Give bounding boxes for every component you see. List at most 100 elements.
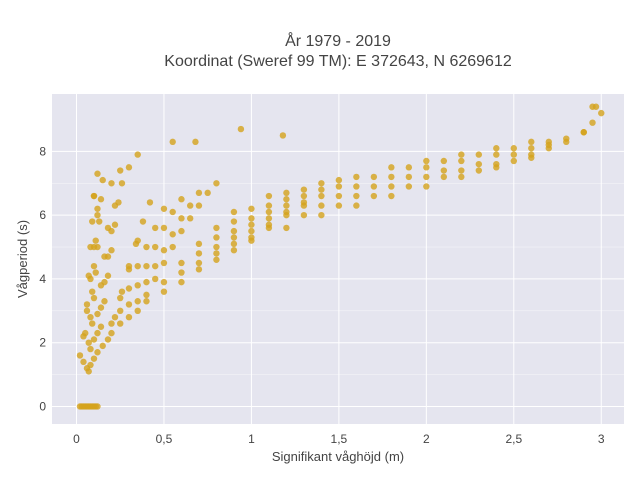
data-point bbox=[195, 189, 203, 197]
data-point bbox=[335, 192, 343, 200]
data-point bbox=[108, 180, 115, 187]
x-tick-label: 0 bbox=[73, 432, 80, 446]
data-point bbox=[388, 164, 395, 171]
x-tick-label: 2,5 bbox=[505, 432, 522, 446]
data-point bbox=[117, 320, 124, 327]
data-point bbox=[160, 247, 168, 254]
data-point bbox=[117, 167, 124, 174]
data-point bbox=[440, 173, 448, 181]
data-point bbox=[178, 269, 185, 276]
data-point bbox=[108, 320, 115, 327]
data-point bbox=[458, 173, 465, 181]
data-point bbox=[237, 125, 245, 133]
data-point bbox=[152, 275, 159, 283]
data-point bbox=[195, 202, 203, 209]
x-axis-title: Signifikant våghöjd (m) bbox=[272, 449, 404, 464]
data-point bbox=[405, 173, 413, 181]
data-point bbox=[440, 167, 448, 174]
data-point bbox=[104, 336, 112, 343]
data-point bbox=[353, 173, 360, 181]
y-axis-title: Vågperiod (s) bbox=[15, 220, 30, 298]
data-point bbox=[230, 240, 238, 248]
data-point bbox=[83, 307, 91, 315]
chart-title-line-1: År 1979 - 2019 bbox=[285, 31, 391, 50]
data-point bbox=[230, 208, 238, 216]
data-point bbox=[265, 224, 273, 232]
data-point bbox=[143, 243, 150, 251]
data-point bbox=[134, 151, 141, 158]
data-point bbox=[115, 199, 122, 206]
data-point bbox=[94, 205, 101, 212]
data-point bbox=[318, 180, 325, 187]
x-tick-label: 0,5 bbox=[156, 432, 173, 446]
data-point bbox=[335, 176, 343, 184]
data-point bbox=[213, 250, 220, 257]
data-points bbox=[76, 103, 605, 410]
data-point bbox=[510, 157, 517, 165]
data-point bbox=[353, 202, 360, 209]
data-point bbox=[248, 237, 255, 244]
data-point bbox=[335, 202, 343, 209]
data-point bbox=[97, 304, 105, 311]
data-point bbox=[405, 164, 413, 171]
y-tick-label: 6 bbox=[39, 208, 46, 222]
data-point bbox=[213, 234, 220, 241]
data-point bbox=[101, 278, 108, 286]
data-point bbox=[117, 307, 124, 315]
data-point bbox=[104, 272, 112, 279]
data-point bbox=[265, 202, 273, 209]
data-point bbox=[125, 285, 133, 292]
data-point bbox=[152, 243, 159, 251]
data-point bbox=[230, 218, 238, 225]
data-point bbox=[146, 199, 154, 206]
data-point bbox=[134, 282, 141, 289]
data-point bbox=[265, 215, 273, 222]
chart-title-line-2: Koordinat (Sweref 99 TM): E 372643, N 62… bbox=[164, 53, 512, 70]
data-point bbox=[169, 231, 176, 238]
data-point bbox=[108, 227, 115, 235]
data-point bbox=[458, 167, 465, 174]
data-point bbox=[94, 170, 101, 177]
data-point bbox=[92, 269, 99, 276]
data-point bbox=[388, 173, 395, 181]
data-point bbox=[300, 186, 308, 193]
data-point bbox=[82, 329, 89, 337]
data-point bbox=[96, 218, 103, 225]
data-point bbox=[134, 307, 141, 315]
data-point bbox=[85, 272, 92, 279]
data-point bbox=[283, 196, 290, 203]
data-point bbox=[94, 403, 101, 410]
data-point bbox=[388, 183, 395, 190]
data-point bbox=[160, 205, 168, 212]
y-tick-label: 0 bbox=[39, 399, 46, 413]
y-tick-label: 8 bbox=[39, 144, 46, 158]
data-point bbox=[318, 192, 325, 200]
data-point bbox=[283, 202, 290, 209]
data-point bbox=[283, 224, 290, 232]
data-point bbox=[528, 154, 535, 161]
data-point bbox=[178, 215, 185, 222]
data-point bbox=[300, 202, 308, 209]
data-point bbox=[318, 186, 325, 193]
x-tick-label: 1 bbox=[248, 432, 255, 446]
data-point bbox=[283, 211, 290, 219]
data-point bbox=[178, 259, 185, 267]
data-point bbox=[89, 218, 96, 225]
data-point bbox=[125, 262, 133, 270]
grid-lines bbox=[52, 94, 624, 424]
data-point bbox=[423, 183, 430, 190]
data-point bbox=[528, 138, 535, 146]
data-point bbox=[300, 211, 308, 219]
data-point bbox=[143, 291, 150, 299]
data-point bbox=[300, 192, 308, 200]
data-point bbox=[152, 224, 159, 232]
y-tick-label: 4 bbox=[39, 272, 46, 286]
data-point bbox=[493, 145, 500, 152]
data-point bbox=[94, 310, 101, 318]
x-tick-label: 1,5 bbox=[331, 432, 348, 446]
data-point bbox=[90, 294, 98, 302]
data-point bbox=[592, 103, 600, 110]
data-point bbox=[248, 227, 255, 235]
x-tick-label: 3 bbox=[598, 432, 605, 446]
data-point bbox=[423, 157, 430, 165]
